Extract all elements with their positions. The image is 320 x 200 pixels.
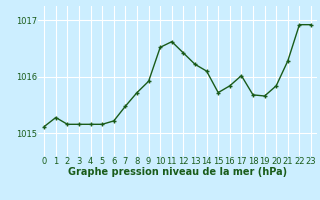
X-axis label: Graphe pression niveau de la mer (hPa): Graphe pression niveau de la mer (hPa) (68, 167, 287, 177)
